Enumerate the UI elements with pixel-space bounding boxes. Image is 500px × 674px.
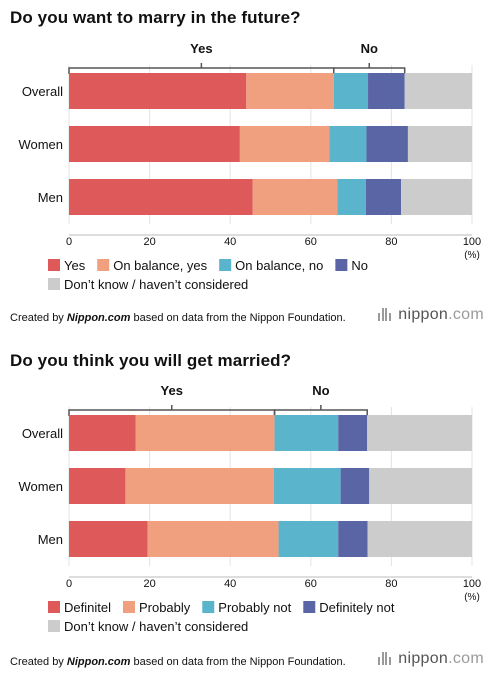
x-unit-label: (%) — [464, 592, 480, 603]
bar-segment — [69, 179, 253, 215]
legend-swatch — [122, 601, 135, 613]
bar-segment — [369, 468, 472, 504]
nippon-logo-2: nippon.com — [378, 650, 484, 670]
legend-label: Probably not — [218, 600, 291, 615]
chart-2-credit: Created by Nippon.com based on data from… — [10, 656, 346, 668]
credit-site: Nippon.com — [66, 656, 131, 668]
bar-segment — [367, 521, 472, 557]
bar-segment — [404, 73, 472, 109]
credit-suffix: based on data from the Nippon Foundation… — [130, 656, 346, 668]
bar-segment — [366, 179, 402, 215]
legend-label: Yes — [64, 258, 86, 273]
x-tick-label: 100 — [463, 578, 481, 590]
bar-segment — [147, 521, 279, 557]
x-tick-label: 60 — [305, 578, 317, 590]
x-tick-label: 80 — [385, 236, 397, 248]
bar-segment — [69, 521, 148, 557]
x-tick-label: 20 — [143, 236, 155, 248]
category-label: Women — [18, 137, 63, 152]
bar-segment — [69, 415, 136, 451]
bar-segment — [333, 73, 369, 109]
legend-swatch — [48, 601, 60, 613]
x-unit-label: (%) — [464, 250, 480, 261]
bar-segment — [338, 521, 368, 557]
chart-1-svg: Yes No Overall Women Men 0 20 40 60 80 100 (%) Yes On… — [18, 41, 481, 292]
group-label: No — [312, 383, 329, 398]
credit-prefix: Created by — [10, 312, 67, 324]
bar-segment — [337, 179, 367, 215]
nippon-mark-icon — [378, 308, 392, 326]
category-label: Overall — [22, 84, 63, 99]
group-label: Yes — [190, 41, 212, 56]
bar-segment — [401, 179, 472, 215]
bar-segment — [239, 126, 330, 162]
bar-segment — [273, 468, 341, 504]
bar-segment — [125, 468, 274, 504]
category-label: Men — [38, 532, 63, 547]
credit-site: Nippon.com — [66, 312, 131, 324]
bar-segment — [368, 73, 405, 109]
bar-segment — [135, 415, 275, 451]
x-tick-label: 40 — [224, 236, 236, 248]
bar-segment — [69, 468, 126, 504]
nippon-mark-icon — [378, 652, 392, 670]
legend-swatch — [335, 259, 348, 271]
nippon-logo-1: nippon.com — [378, 306, 484, 326]
legend-label: Definitely not — [319, 600, 395, 615]
x-tick-label: 0 — [66, 236, 72, 248]
x-tick-label: 100 — [463, 236, 481, 248]
legend-label: On balance, no — [235, 258, 323, 273]
legend-swatch — [48, 620, 60, 632]
bar-segment — [274, 415, 339, 451]
bar-segment — [366, 126, 408, 162]
legend-swatch — [97, 259, 110, 271]
legend-label: Don’t know / haven’t considered — [64, 619, 248, 634]
x-tick-label: 40 — [224, 578, 236, 590]
group-label: Yes — [161, 383, 183, 398]
chart-2-title: Do you think you will get married? — [10, 351, 292, 370]
bar-segment — [69, 126, 240, 162]
legend-label: Don’t know / haven’t considered — [64, 277, 248, 292]
legend-label: No — [351, 258, 368, 273]
chart-2-svg: Yes No Overall Women Men 0 20 40 60 80 100 (%) Defin… — [18, 383, 481, 634]
legend-swatch — [219, 259, 232, 271]
bar-segment — [340, 468, 370, 504]
legend-swatch — [48, 259, 60, 271]
x-tick-label: 60 — [305, 236, 317, 248]
legend-swatch — [48, 278, 60, 290]
category-label: Overall — [22, 426, 63, 441]
bar-segment — [338, 415, 368, 451]
bar-segment — [246, 73, 334, 109]
bar-segment — [69, 73, 247, 109]
bar-segment — [367, 415, 472, 451]
category-label: Men — [38, 190, 63, 205]
legend-swatch — [202, 601, 215, 613]
bar-segment — [407, 126, 472, 162]
credit-suffix: based on data from the Nippon Foundation… — [130, 312, 346, 324]
legend-swatch — [303, 601, 316, 613]
brand-name: nippon — [398, 306, 449, 323]
x-tick-label: 80 — [385, 578, 397, 590]
brand-name: nippon — [398, 650, 449, 667]
legend-label: Definitel — [64, 600, 111, 615]
legend-label: On balance, yes — [113, 258, 207, 273]
bar-segment — [252, 179, 338, 215]
credit-prefix: Created by — [10, 656, 67, 668]
brand-suffix: .com — [448, 306, 484, 323]
x-tick-label: 0 — [66, 578, 72, 590]
group-label: No — [361, 41, 378, 56]
bar-segment — [329, 126, 367, 162]
bar-segment — [278, 521, 339, 557]
legend-label: Probably — [139, 600, 191, 615]
chart-1-credit: Created by Nippon.com based on data from… — [10, 312, 346, 324]
category-label: Women — [18, 479, 63, 494]
chart-1-title: Do you want to marry in the future? — [10, 8, 301, 27]
brand-suffix: .com — [448, 650, 484, 667]
x-tick-label: 20 — [143, 578, 155, 590]
